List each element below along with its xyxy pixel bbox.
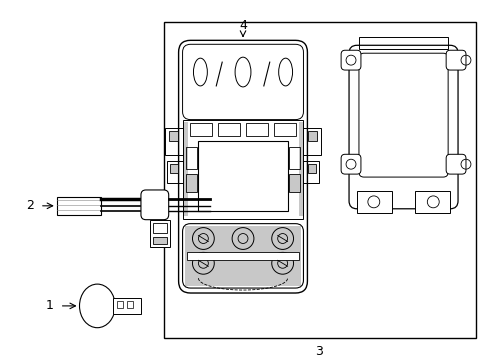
Bar <box>308 164 316 173</box>
Bar <box>113 298 141 314</box>
Bar <box>169 164 177 173</box>
Bar <box>185 174 197 192</box>
FancyBboxPatch shape <box>341 50 360 70</box>
Bar <box>190 122 212 136</box>
Bar <box>166 161 182 183</box>
FancyBboxPatch shape <box>445 50 465 70</box>
Bar <box>415 191 449 213</box>
Bar <box>117 301 123 308</box>
FancyBboxPatch shape <box>445 154 465 174</box>
Bar <box>303 161 319 183</box>
Bar <box>245 122 267 136</box>
Text: 2: 2 <box>26 199 34 212</box>
Bar <box>298 122 303 216</box>
Bar <box>57 197 101 215</box>
Bar <box>182 122 187 216</box>
Bar <box>127 301 133 308</box>
Bar <box>198 141 287 211</box>
Text: 4: 4 <box>239 19 246 32</box>
Bar <box>288 174 300 192</box>
Bar <box>358 37 447 49</box>
Bar <box>185 147 197 169</box>
Text: 3: 3 <box>315 345 323 358</box>
Bar <box>163 22 475 338</box>
Bar <box>168 131 177 141</box>
Bar <box>182 120 303 219</box>
Bar <box>153 223 166 233</box>
Bar <box>153 237 166 244</box>
Bar <box>303 127 321 155</box>
FancyBboxPatch shape <box>141 190 168 220</box>
Bar <box>273 122 295 136</box>
Bar <box>356 191 391 213</box>
FancyBboxPatch shape <box>341 154 360 174</box>
Text: 1: 1 <box>46 300 54 312</box>
Bar <box>186 252 299 260</box>
Bar <box>149 220 169 247</box>
Bar <box>184 226 301 286</box>
Ellipse shape <box>80 284 115 328</box>
Bar <box>218 122 240 136</box>
Bar <box>164 127 182 155</box>
Bar <box>288 147 300 169</box>
Bar <box>308 131 317 141</box>
